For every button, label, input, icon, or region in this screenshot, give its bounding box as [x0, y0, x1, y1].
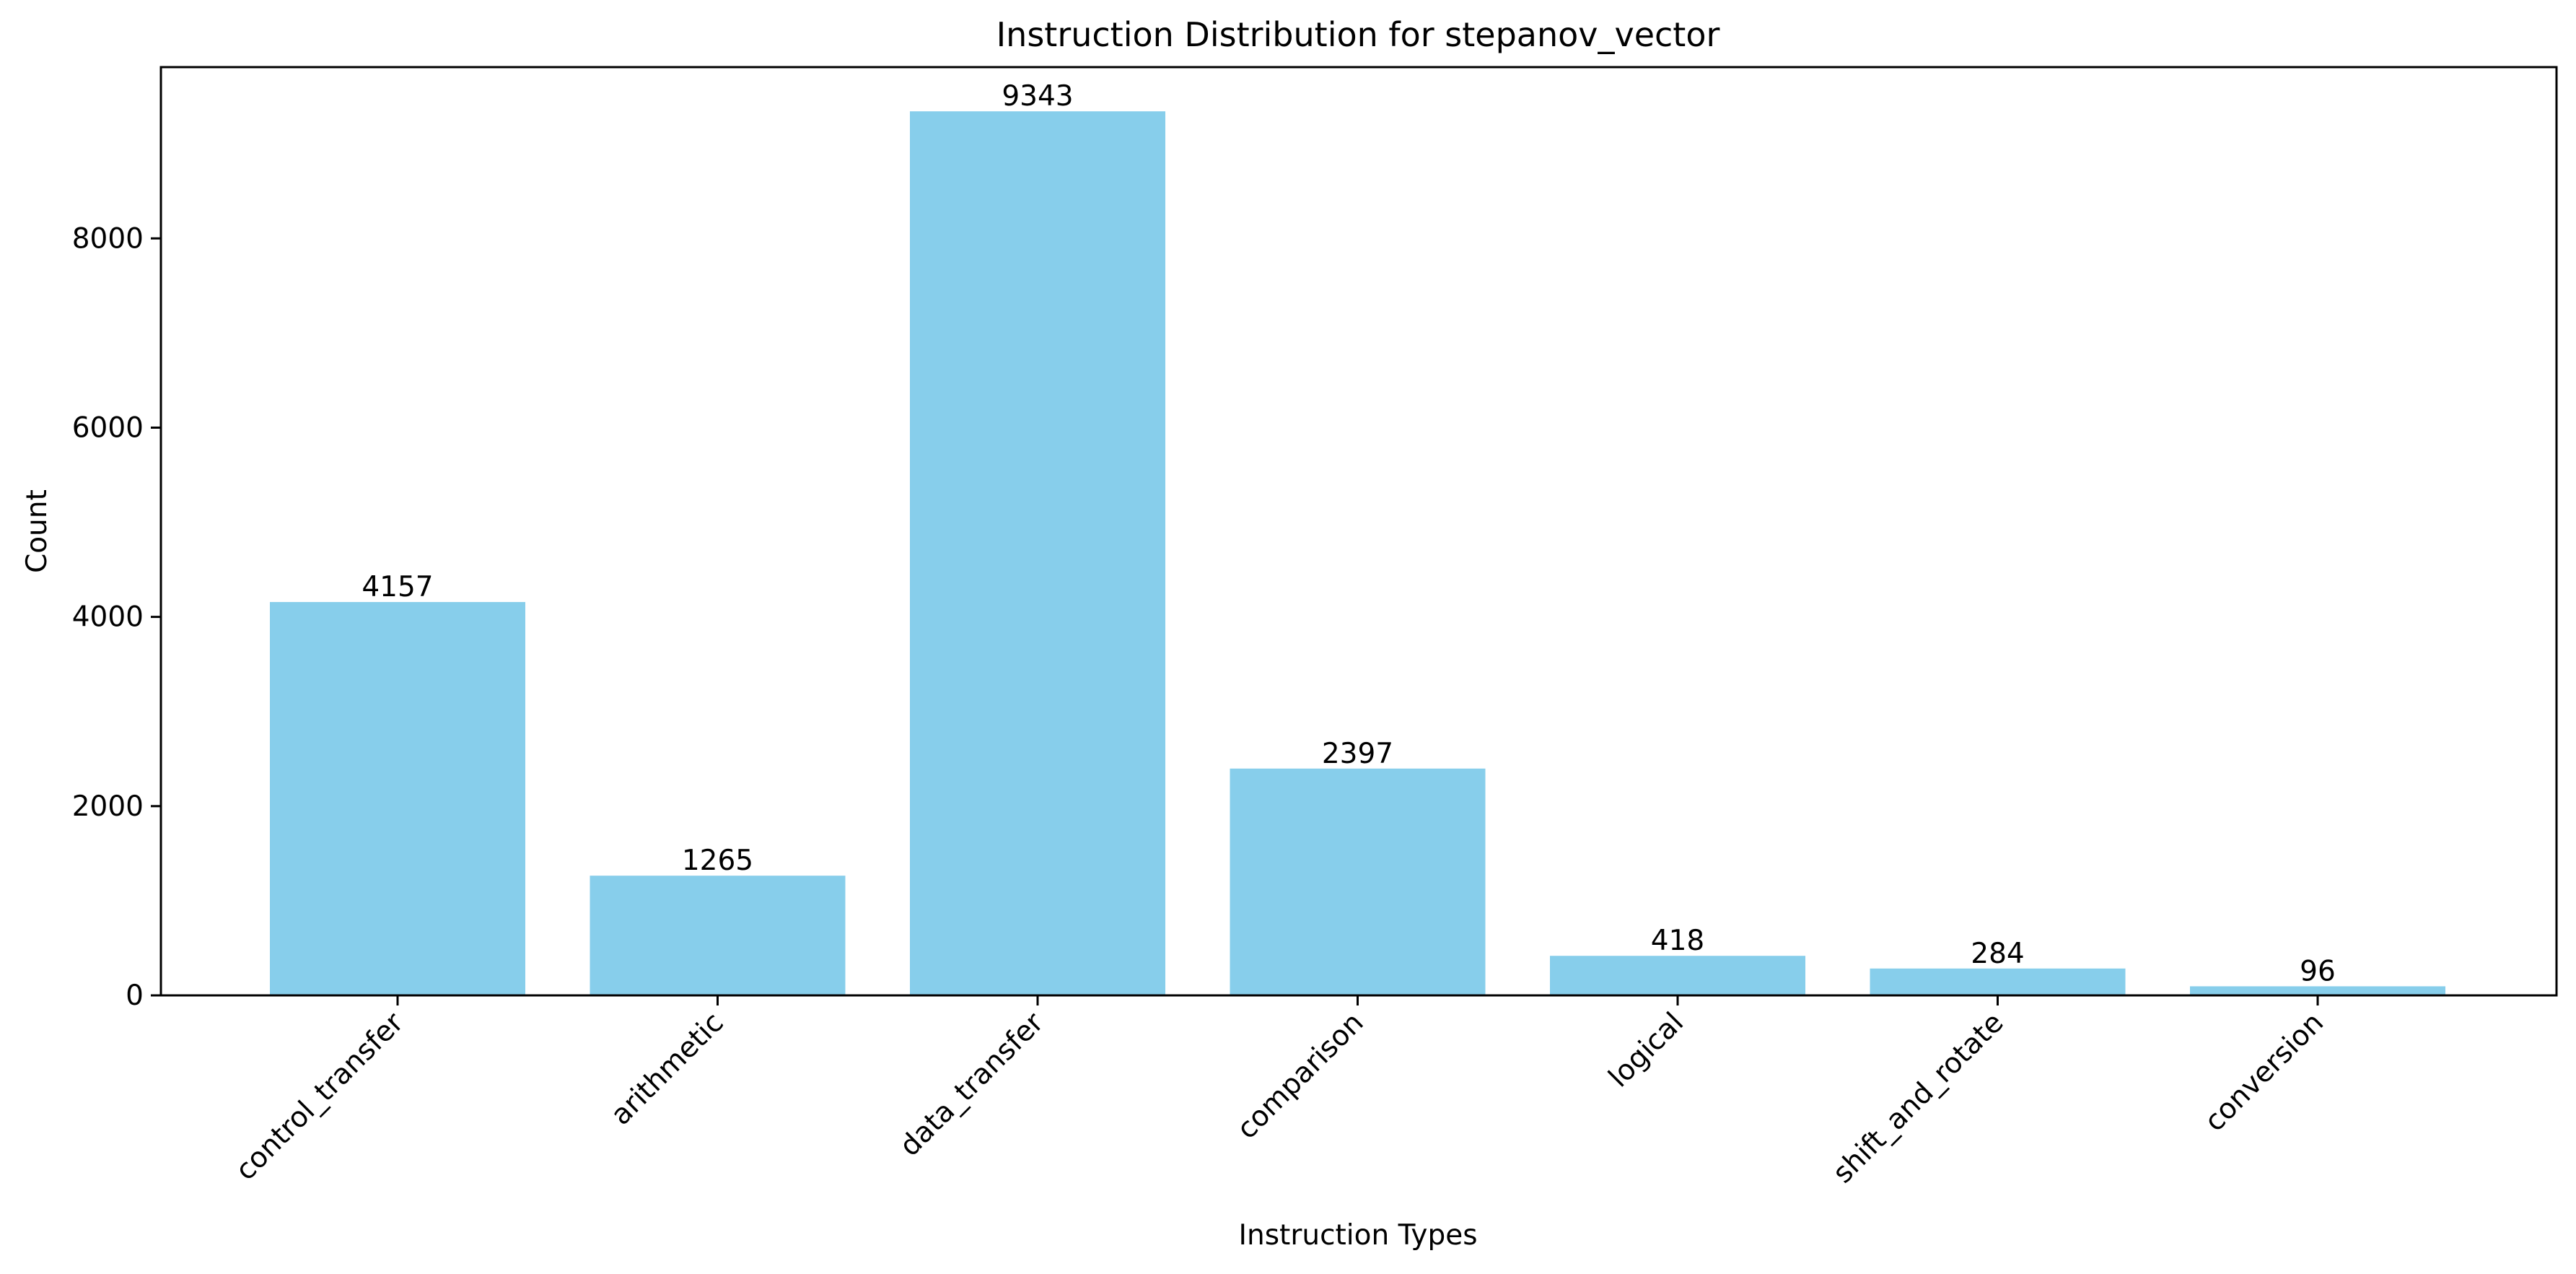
x-axis-label: Instruction Types — [1238, 1219, 1477, 1252]
data-label-control_transfer: 4157 — [362, 571, 433, 603]
data-label-logical: 418 — [1651, 925, 1704, 957]
bar-control_transfer — [270, 602, 525, 995]
x-tick-label-control_transfer: control_transfer — [229, 1006, 411, 1187]
y-tick-label-0: 0 — [126, 980, 144, 1012]
data-label-comparison: 2397 — [1322, 738, 1393, 770]
plot-frame — [159, 66, 2558, 997]
y-tick-label-6000: 6000 — [72, 411, 144, 444]
data-label-data_transfer: 9343 — [1002, 80, 1073, 113]
bar-arithmetic — [590, 876, 846, 995]
bar-data_transfer — [910, 111, 1165, 995]
x-tick-label-shift_and_rotate: shift_and_rotate — [1827, 1006, 2010, 1190]
data-label-conversion: 96 — [2300, 955, 2336, 987]
y-tick-label-8000: 8000 — [72, 222, 144, 255]
x-tick-label-conversion: conversion — [2199, 1006, 2330, 1138]
data-labels-layer: 4157 1265 9343 2397 418 284 96 — [362, 80, 2335, 987]
data-label-arithmetic: 1265 — [682, 845, 753, 877]
bar-logical — [1550, 956, 1805, 995]
bar-comparison — [1230, 768, 1486, 995]
x-tick-label-comparison: comparison — [1231, 1006, 1370, 1146]
data-label-shift_and_rotate: 284 — [1971, 938, 2024, 970]
y-tick-label-4000: 4000 — [72, 601, 144, 634]
x-tick-label-logical: logical — [1603, 1006, 1690, 1094]
y-tick-label-2000: 2000 — [72, 790, 144, 823]
y-axis-label: Count — [21, 489, 53, 573]
x-tick-label-data_transfer: data_transfer — [893, 1006, 1050, 1163]
chart-title: Instruction Distribution for stepanov_ve… — [996, 15, 1720, 54]
bar-shift_and_rotate — [1870, 968, 2126, 995]
bar-conversion — [2190, 986, 2445, 995]
bars-layer — [270, 111, 2445, 995]
x-tick-label-arithmetic: arithmetic — [605, 1006, 730, 1131]
